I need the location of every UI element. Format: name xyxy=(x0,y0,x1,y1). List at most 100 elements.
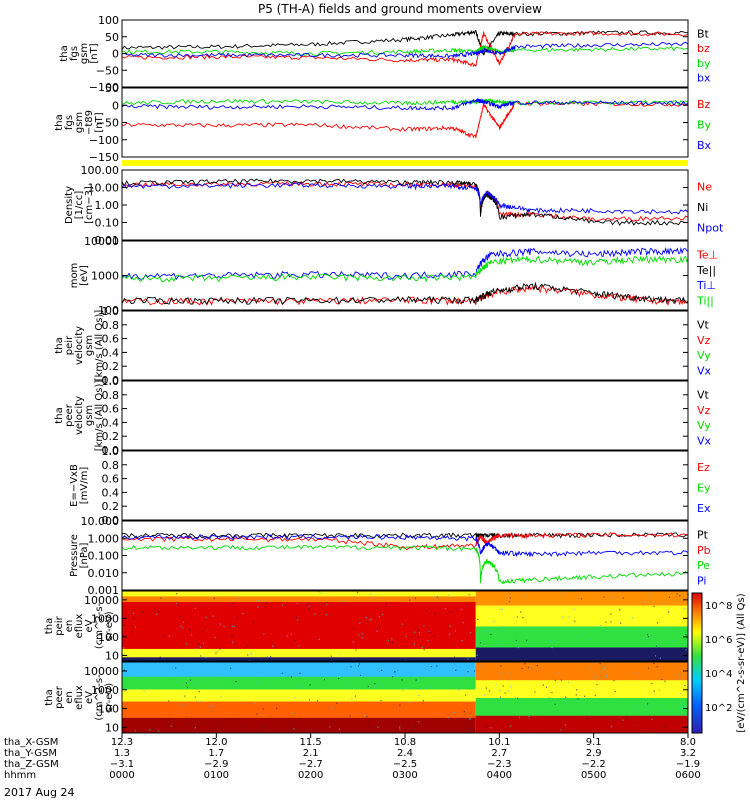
x-tick-label: 9.1 xyxy=(586,737,602,748)
y-axis-label: mom[eV] xyxy=(69,263,90,289)
y-tick-label: −50 xyxy=(96,117,119,130)
spectrogram-speckle xyxy=(316,700,319,702)
spectrogram-speckle xyxy=(353,628,355,630)
spectrogram-band xyxy=(122,591,476,597)
spectrogram-speckle xyxy=(469,727,471,730)
spectrogram-band xyxy=(122,701,476,718)
spectrogram-speckle xyxy=(223,625,225,627)
spectrogram-speckle xyxy=(377,627,379,630)
y-tick-label: 1000 xyxy=(91,612,119,625)
y-axis-label-line: Pressure xyxy=(69,534,80,577)
y-tick-label: 1.000 xyxy=(88,532,120,545)
spectrogram-speckle xyxy=(257,600,260,602)
spectrogram-speckle xyxy=(199,655,202,657)
spectrogram-speckle xyxy=(250,653,252,655)
spectrogram-speckle xyxy=(380,683,382,685)
panel-peer-spectrogram: 10000100010010thapeerenefluxeV(cm^2-s-sr… xyxy=(44,661,689,734)
spectrogram-speckle xyxy=(469,718,472,720)
spectrogram-speckle xyxy=(330,721,333,723)
spectrogram-speckle xyxy=(527,667,529,669)
spectrogram-speckle xyxy=(196,700,198,702)
spectrogram-speckle xyxy=(428,686,430,688)
spectrogram-speckle xyxy=(382,614,384,616)
panel-fgs: 100 50 0 −50 −100 thafgsgsm[nT] Bt bz by bx xyxy=(59,14,711,94)
spectrogram-speckle xyxy=(263,633,265,635)
x-row-label: tha_X-GSM xyxy=(4,737,58,748)
spectrogram-speckle xyxy=(467,730,469,732)
spectrogram-speckle xyxy=(374,682,376,685)
spectrogram-speckle xyxy=(369,662,371,664)
spectrogram-speckle xyxy=(417,629,419,631)
y-tick-label: 0.10 xyxy=(95,217,120,230)
spectrogram-speckle xyxy=(433,635,435,637)
spectrogram-speckle xyxy=(376,630,378,632)
spectrogram-speckle xyxy=(508,649,510,652)
spectrogram-speckle xyxy=(417,636,419,638)
spectrogram-speckle xyxy=(605,621,607,623)
y-axis-label: E=−VxB[mV/m] xyxy=(69,464,90,507)
spectrogram-speckle xyxy=(550,640,552,642)
spectrogram-speckle xyxy=(183,621,185,623)
legend-bx: bx xyxy=(697,72,711,85)
spectrogram-speckle xyxy=(686,713,688,715)
spectrogram-speckle xyxy=(568,681,570,683)
spectrogram-speckle xyxy=(216,650,218,652)
spectrogram-band xyxy=(475,626,688,648)
panel-frame xyxy=(121,87,689,158)
spectrogram-speckle xyxy=(444,608,446,610)
x-tick-label: 2.7 xyxy=(491,748,507,759)
spectrogram-speckle xyxy=(355,649,357,651)
spectrogram-speckle xyxy=(267,656,269,658)
spectrogram-speckle xyxy=(170,725,172,727)
spectrogram-speckle xyxy=(359,674,362,676)
spectrogram-speckle xyxy=(683,608,685,610)
spectrogram-speckle xyxy=(329,726,331,728)
panel-peer-velocity: 1.00.80.60.40.20.0thapeervelocitygsm[km/… xyxy=(54,375,712,457)
spectrogram-band xyxy=(475,679,688,698)
spectrogram-speckle xyxy=(644,601,646,603)
panel-peir-velocity: 1.00.80.60.40.20.0thapeirvelocitygsm[km/… xyxy=(54,305,712,387)
x-tick-label: −1.9 xyxy=(676,759,700,770)
spectrogram-speckle xyxy=(676,593,678,595)
y-axis-label: thafgsgsm−t89[nT] xyxy=(54,110,105,135)
y-axis-label-line: tha xyxy=(59,45,70,61)
spectrogram-speckle xyxy=(358,634,360,636)
spectrogram-speckle xyxy=(123,634,125,637)
spectrogram-speckle xyxy=(123,669,125,671)
y-axis-label-line: [km/s (All Qs)] xyxy=(94,310,105,382)
spectrogram-speckle xyxy=(684,684,686,687)
spectrogram-speckle xyxy=(211,705,214,708)
spectrogram-speckle xyxy=(134,626,137,628)
y-axis-label-line: sr-eV) xyxy=(104,611,115,640)
spectrogram-speckle xyxy=(477,618,479,621)
spectrogram-speckle xyxy=(634,709,636,711)
y-tick-label: 0.2 xyxy=(102,360,120,373)
spectrogram-speckle xyxy=(631,617,634,619)
panel-frame xyxy=(121,310,689,381)
y-tick-label: 0.6 xyxy=(102,403,120,416)
spectrogram-band xyxy=(122,601,476,649)
spectrogram-speckle xyxy=(366,716,368,718)
spectrogram-speckle xyxy=(642,605,645,607)
spectrogram-speckle xyxy=(339,653,341,655)
spectrogram-speckle xyxy=(664,725,666,727)
spectrogram-speckle xyxy=(191,634,193,636)
spectrogram-speckle xyxy=(133,617,135,619)
spectrogram-band xyxy=(122,595,476,602)
spectrogram-speckle xyxy=(599,663,601,665)
spectrogram-speckle xyxy=(205,616,207,618)
spectrogram-speckle xyxy=(160,597,162,599)
date-label: 2017 Aug 24 xyxy=(4,786,74,799)
y-tick-label: 100 xyxy=(98,14,119,27)
spectrogram-speckle xyxy=(515,639,517,642)
spectrogram-speckle xyxy=(596,683,598,686)
y-axis-label: thafgsgsm[nT] xyxy=(59,43,100,64)
spectrogram-speckle xyxy=(490,727,492,729)
y-tick-label: 100.00 xyxy=(81,164,120,177)
spectrogram-speckle xyxy=(518,716,521,718)
spectrogram-speckle xyxy=(414,725,416,727)
spectrogram-speckle xyxy=(194,727,196,729)
spectrogram-speckle xyxy=(205,656,207,659)
spectrogram-speckle xyxy=(580,598,583,600)
